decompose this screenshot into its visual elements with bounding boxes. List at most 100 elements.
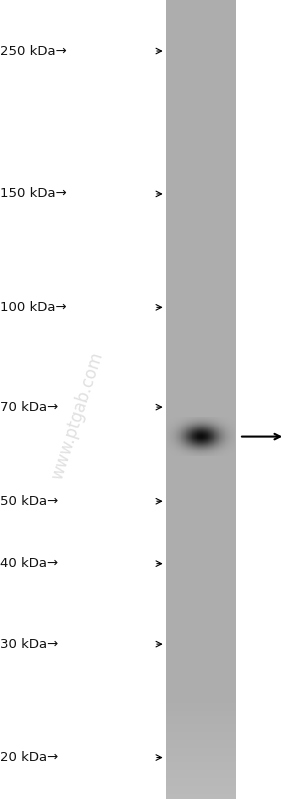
- Bar: [166, 661, 236, 663]
- Bar: [166, 666, 236, 669]
- Bar: [166, 618, 236, 621]
- Bar: [166, 269, 236, 272]
- Bar: [166, 631, 236, 634]
- Bar: [166, 773, 236, 775]
- Bar: [166, 266, 236, 269]
- Bar: [166, 429, 236, 431]
- Bar: [166, 442, 236, 445]
- Bar: [166, 338, 236, 341]
- Bar: [166, 757, 236, 759]
- Bar: [166, 461, 236, 463]
- Bar: [166, 40, 236, 42]
- Bar: [166, 597, 236, 599]
- Bar: [166, 245, 236, 248]
- Bar: [166, 671, 236, 674]
- Bar: [166, 90, 236, 93]
- Bar: [166, 557, 236, 559]
- Bar: [166, 234, 236, 237]
- Bar: [166, 376, 236, 378]
- Bar: [166, 258, 236, 261]
- Bar: [166, 490, 236, 493]
- Bar: [166, 98, 236, 101]
- Bar: [166, 256, 236, 258]
- Bar: [166, 469, 236, 471]
- Bar: [166, 533, 236, 535]
- Bar: [166, 733, 236, 735]
- Bar: [166, 753, 236, 757]
- Bar: [166, 354, 236, 357]
- Bar: [166, 378, 236, 381]
- Bar: [166, 186, 236, 189]
- Text: 20 kDa→: 20 kDa→: [0, 751, 58, 764]
- Bar: [166, 352, 236, 354]
- Bar: [166, 546, 236, 549]
- Bar: [166, 759, 236, 761]
- Bar: [166, 745, 236, 749]
- Bar: [166, 384, 236, 386]
- Bar: [166, 735, 236, 737]
- Bar: [166, 623, 236, 626]
- Bar: [166, 296, 236, 298]
- Bar: [166, 749, 236, 751]
- Bar: [166, 18, 236, 22]
- Bar: [166, 394, 236, 397]
- Bar: [166, 328, 236, 330]
- Bar: [166, 482, 236, 485]
- Bar: [166, 162, 236, 165]
- Bar: [166, 141, 236, 144]
- Bar: [166, 527, 236, 530]
- Bar: [166, 599, 236, 602]
- Bar: [166, 229, 236, 232]
- Bar: [166, 16, 236, 18]
- Text: 150 kDa→: 150 kDa→: [0, 188, 67, 201]
- Bar: [166, 485, 236, 487]
- Bar: [166, 551, 236, 554]
- Bar: [166, 2, 236, 6]
- Bar: [166, 181, 236, 184]
- Bar: [166, 629, 236, 631]
- Bar: [166, 767, 236, 769]
- Bar: [166, 10, 236, 14]
- Bar: [166, 610, 236, 613]
- Bar: [166, 565, 236, 567]
- Bar: [166, 128, 236, 130]
- Text: 250 kDa→: 250 kDa→: [0, 45, 67, 58]
- Bar: [166, 304, 236, 306]
- Bar: [166, 392, 236, 394]
- Bar: [166, 157, 236, 160]
- Bar: [166, 530, 236, 533]
- Bar: [166, 8, 236, 10]
- Text: 70 kDa→: 70 kDa→: [0, 400, 58, 414]
- Bar: [166, 301, 236, 304]
- Bar: [166, 349, 236, 352]
- Bar: [166, 80, 236, 82]
- Bar: [166, 639, 236, 642]
- Bar: [166, 62, 236, 64]
- Bar: [166, 168, 236, 170]
- Bar: [166, 458, 236, 461]
- Bar: [166, 264, 236, 266]
- Text: www.ptgab.com: www.ptgab.com: [49, 349, 107, 482]
- Bar: [166, 727, 236, 729]
- Bar: [166, 325, 236, 328]
- Bar: [166, 202, 236, 205]
- Bar: [166, 525, 236, 527]
- Bar: [166, 277, 236, 280]
- Bar: [166, 498, 236, 501]
- Bar: [166, 613, 236, 615]
- Bar: [166, 253, 236, 256]
- Bar: [166, 554, 236, 557]
- Bar: [166, 717, 236, 719]
- Bar: [166, 719, 236, 721]
- Bar: [166, 431, 236, 434]
- Bar: [166, 602, 236, 605]
- Bar: [166, 290, 236, 293]
- Bar: [166, 109, 236, 112]
- Bar: [166, 178, 236, 181]
- Bar: [166, 785, 236, 789]
- Bar: [166, 737, 236, 741]
- Text: 30 kDa→: 30 kDa→: [0, 638, 58, 650]
- Bar: [166, 210, 236, 213]
- Bar: [166, 48, 236, 50]
- Bar: [166, 0, 236, 2]
